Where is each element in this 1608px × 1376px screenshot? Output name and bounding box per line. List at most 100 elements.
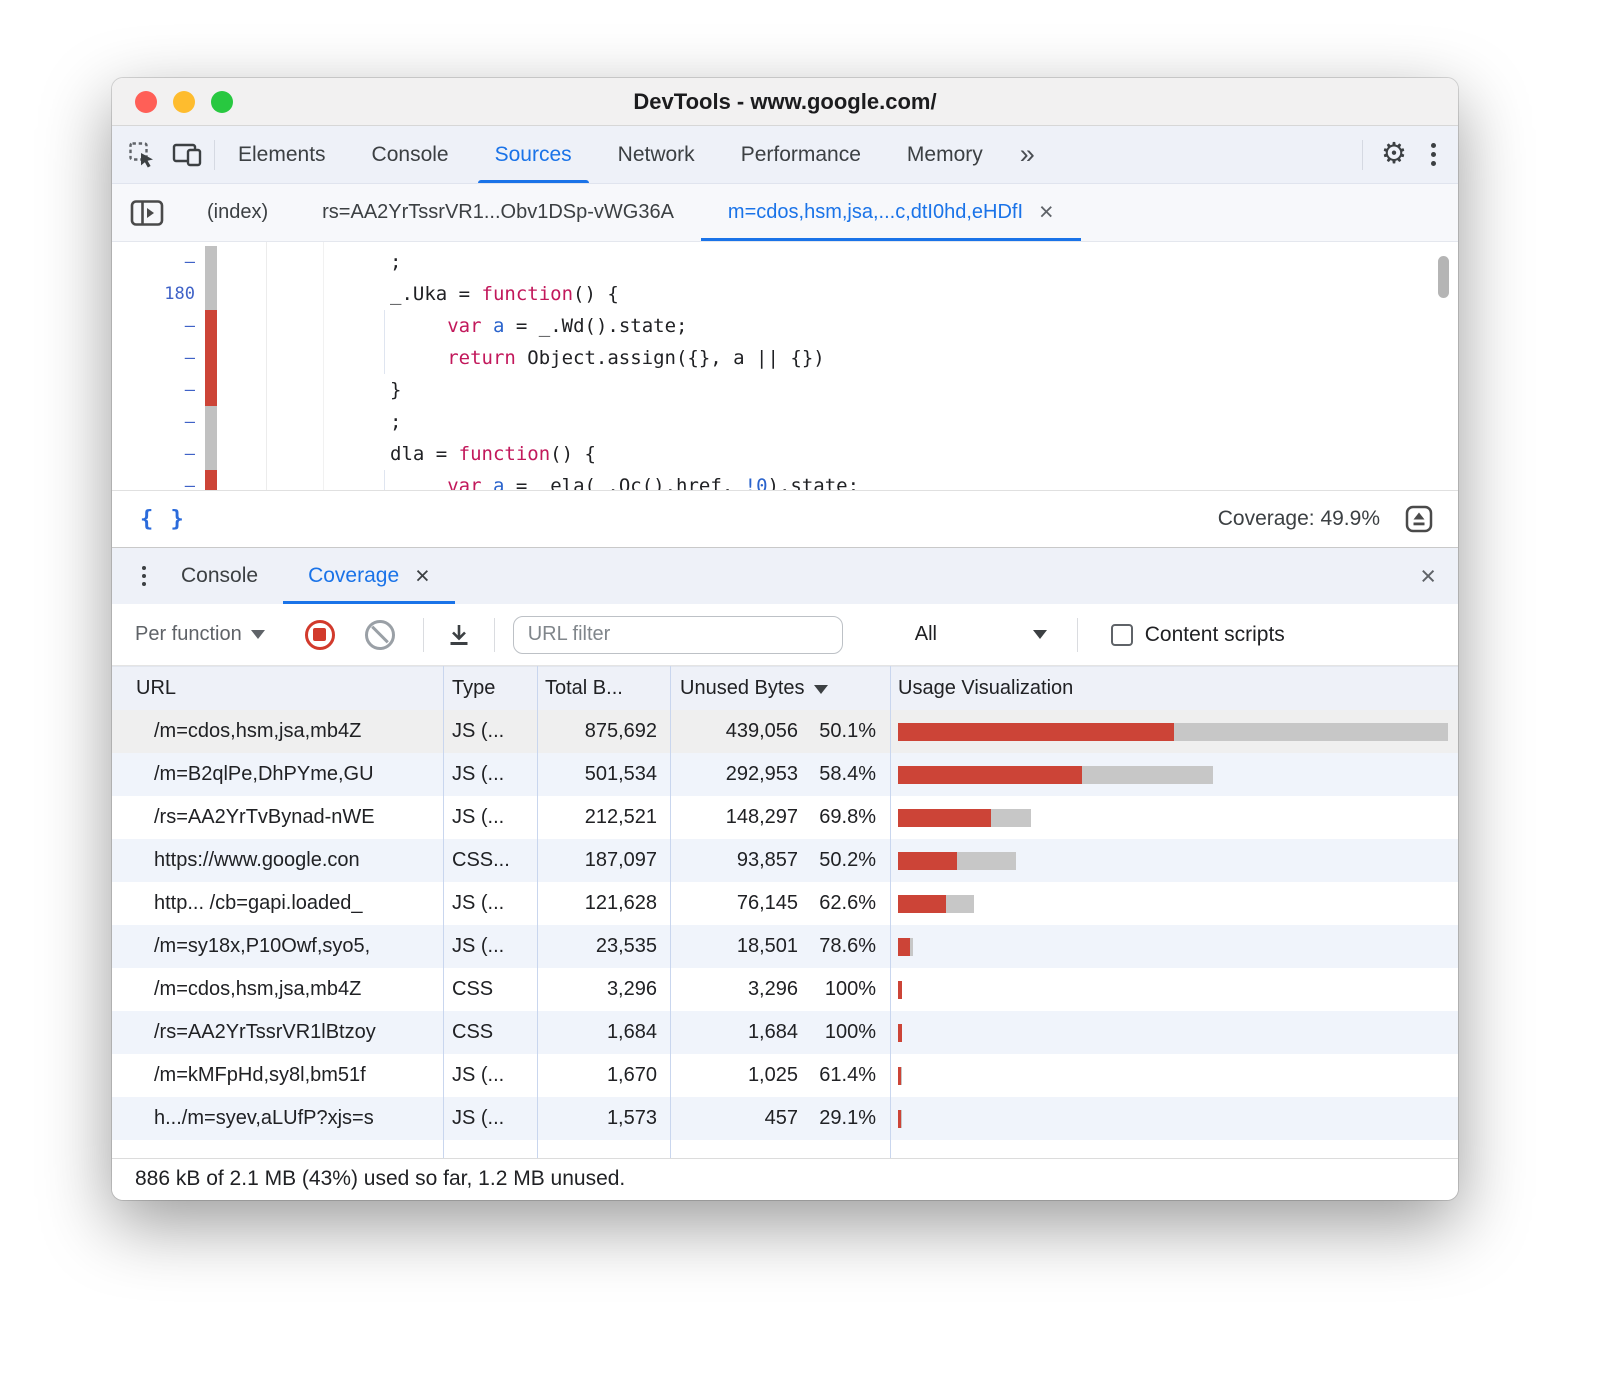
coverage-mode-dropdown[interactable]: Per function [135,623,265,646]
table-row[interactable]: /m=kMFpHd,sy8l,bm51f JS (... 1,670 1,025 61.… [112,1054,1458,1097]
drawer-tab-coverage[interactable]: Coverage × [283,548,455,604]
drawer-tab-console[interactable]: Console [181,564,259,587]
file-tab-index[interactable]: (index) [207,201,269,223]
inspect-element-icon[interactable] [128,141,156,169]
editor-scrollbar-thumb[interactable] [1438,256,1449,298]
tab-elements[interactable]: Elements [238,142,326,166]
tab-console[interactable]: Console [371,142,449,166]
code-text: _.Uka = function() { [390,283,619,305]
column-divider[interactable] [537,666,538,1158]
tab-network[interactable]: Network [617,142,695,166]
coverage-table: URL Type Total B... Unused Bytes Usage V… [112,666,1458,1158]
usage-bar [898,1109,902,1128]
url-cell: /rs=AA2YrTvBynad-nWE [154,806,375,828]
main-menu-kebab-icon[interactable] [1425,137,1442,172]
divider [493,617,495,652]
table-row[interactable]: /rs=AA2YrTssrVR1lBtzoy CSS 1,684 1,684 100% [112,1011,1458,1054]
window-title: DevTools - www.google.com/ [633,88,937,114]
divider [1076,617,1078,652]
column-divider[interactable] [890,666,891,1158]
close-file-tab-icon[interactable]: × [1039,198,1054,226]
column-header-unused[interactable]: Unused Bytes [680,667,828,710]
divider [422,617,424,652]
code-text: var a = _.Wd().state; [447,315,688,337]
usage-bar [898,980,902,999]
line-number[interactable]: – [184,316,195,336]
url-cell: /m=cdos,hsm,jsa,mb4Z [154,720,362,742]
settings-gear-icon[interactable]: ⚙ [1381,138,1407,170]
zoom-window-button[interactable] [211,90,233,113]
table-row[interactable]: /m=B2qlPe,DhPYme,GU JS (... 501,534 292,953… [112,753,1458,796]
table-row[interactable]: h.../m=syev,aLUfP?xjs=s JS (... 1,573 457 29… [112,1097,1458,1140]
column-header-total[interactable]: Total B... [545,677,623,699]
url-filter-input[interactable] [512,615,843,654]
column-header-type[interactable]: Type [452,677,496,699]
table-row[interactable]: /m=cdos,hsm,jsa,mb4Z CSS 3,296 3,296 100% [112,968,1458,1011]
type-cell: JS (... [452,806,505,828]
line-number[interactable]: – [184,252,195,272]
unused-bar-segment [898,1023,902,1042]
eject-icon[interactable] [1404,504,1434,534]
type-cell: CSS [452,1021,494,1043]
table-row[interactable]: http... /cb=gapi.loaded_ JS (... 121,628 76… [112,882,1458,925]
used-bar-segment [1174,722,1448,741]
code-text: } [390,379,402,401]
traffic-lights [135,78,233,125]
table-row[interactable]: /m=cdos,hsm,jsa,mb4Z JS (... 875,692 439,05… [112,710,1458,753]
line-number[interactable]: – [184,412,195,432]
tab-sources[interactable]: Sources [472,126,595,183]
column-header-url[interactable]: URL [136,677,177,699]
close-drawer-icon[interactable]: × [1420,560,1436,591]
more-panels-icon[interactable]: » [1019,139,1035,169]
line-number[interactable]: – [184,348,195,368]
tab-performance[interactable]: Performance [740,142,861,166]
line-number[interactable]: – [184,476,195,490]
pretty-print-icon[interactable]: { } [140,506,186,532]
drawer-menu-kebab-icon[interactable] [132,560,156,592]
table-row[interactable]: /rs=AA2YrTvBynad-nWE JS (... 212,521 148,29… [112,796,1458,839]
file-tab-m-cdos[interactable]: m=cdos,hsm,jsa,...c,dtI0hd,eHDfI × [700,184,1081,241]
code-line: – return Object.assign({}, a || {}) [112,342,1458,374]
unused-bytes-cell: 1,025 61.4% [747,1064,876,1086]
code-line: –; [112,406,1458,438]
stop-recording-button[interactable] [304,619,335,650]
table-row[interactable]: https://www.google.con CSS... 187,097 93,85… [112,839,1458,882]
line-number[interactable]: – [184,444,195,464]
code-line: – var a = ela(_.Oc().href, !0).state; [112,470,1458,490]
clear-button[interactable] [364,619,395,650]
type-cell: JS (... [452,1107,505,1129]
type-filter-dropdown[interactable]: All [915,623,1047,646]
coverage-gutter-gray [205,278,217,310]
used-bar-segment [946,894,974,913]
code-editor[interactable]: –; 180 _.Uka = function() { – var a = _.Wd(… [112,242,1458,490]
close-window-button[interactable] [135,90,157,113]
type-cell: JS (... [452,935,505,957]
minimize-window-button[interactable] [173,90,195,113]
total-bytes-cell: 1,684 [606,1021,657,1043]
close-coverage-tab-icon[interactable]: × [415,561,430,590]
coverage-gutter-red [205,342,217,374]
url-cell: /rs=AA2YrTssrVR1lBtzoy [154,1021,376,1043]
column-header-usage[interactable]: Usage Visualization [898,677,1074,699]
total-bytes-cell: 1,573 [606,1107,657,1129]
file-tab-rs[interactable]: rs=AA2YrTssrVR1...Obv1DSp-vWG36A [322,201,674,223]
toggle-navigator-icon[interactable] [112,184,180,241]
unused-bytes-cell: 3,296 100% [747,978,876,1000]
line-number[interactable]: 180 [164,284,195,304]
code-line: –; [112,246,1458,278]
usage-bar-cell [890,1097,1458,1140]
usage-bar-cell [890,839,1458,882]
tab-memory[interactable]: Memory [906,142,983,166]
code-text: ; [390,251,402,273]
main-tab-bar: Elements Console Sources Network Perform… [112,126,1458,184]
line-number[interactable]: – [184,380,195,400]
column-divider[interactable] [670,666,671,1158]
usage-bar [898,808,1031,827]
table-row[interactable]: /m=sy18x,P10Owf,syo5, JS (... 23,535 18,501… [112,925,1458,968]
used-bar-segment [910,937,913,956]
device-toolbar-icon[interactable] [172,141,204,169]
usage-bar-cell [890,753,1458,796]
content-scripts-checkbox[interactable] [1110,623,1133,646]
export-download-icon[interactable] [446,622,472,648]
column-divider[interactable] [443,666,444,1158]
